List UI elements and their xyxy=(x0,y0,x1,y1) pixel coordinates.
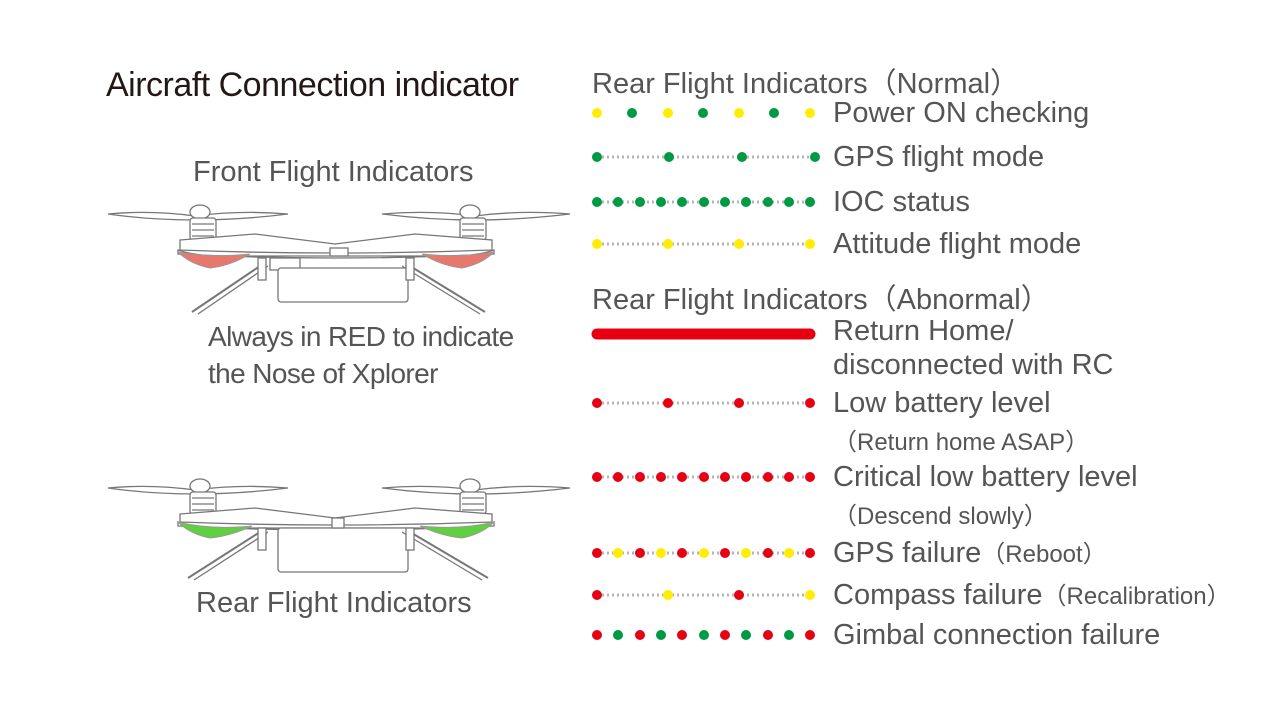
note-line-1: Always in RED to indicate xyxy=(208,321,514,352)
pattern-ioc-status xyxy=(592,197,815,207)
legend-row-gps-flight-mode: GPS flight mode xyxy=(590,140,1270,176)
legend-label: Gimbal connection failure xyxy=(833,619,1161,651)
rear-indicators-label: Rear Flight Indicators xyxy=(196,587,472,619)
front-right-light xyxy=(421,251,496,269)
legend-label-line-1: Return Home/ xyxy=(833,315,1014,347)
legend-label: Low battery level xyxy=(833,387,1051,419)
legend-label: GPS flight mode xyxy=(833,141,1045,173)
legend-note: （Recalibration） xyxy=(1042,583,1231,610)
rear-right-light xyxy=(419,521,496,539)
pattern-power-on xyxy=(592,108,815,118)
front-indicators-label: Front Flight Indicators xyxy=(193,156,474,188)
front-indicator-note: Always in RED to indicate the Nose of Xp… xyxy=(208,318,514,392)
legend-row-return-home: Return Home/ disconnected with RC xyxy=(590,314,1270,384)
pattern-critical-low-battery xyxy=(592,472,815,482)
legend-label: Compass failure（Recalibration） xyxy=(833,578,1231,614)
normal-section-title: Rear Flight Indicators（Normal） xyxy=(592,68,1020,100)
front-left-light xyxy=(176,251,251,269)
legend-label: Attitude flight mode xyxy=(833,228,1082,260)
pattern-gimbal-failure xyxy=(592,630,815,640)
pattern-gps-flight-mode xyxy=(592,152,820,162)
rear-drone-illustration xyxy=(107,478,571,581)
rear-left-light xyxy=(176,521,253,539)
legend-label: Critical low battery level xyxy=(833,461,1138,493)
legend-row-compass-failure: Compass failure（Recalibration） xyxy=(590,578,1270,614)
front-drone-illustration xyxy=(107,204,571,315)
pattern-low-battery xyxy=(592,398,815,408)
legend-label-line-2: disconnected with RC xyxy=(833,349,1114,381)
pattern-attitude-flight-mode xyxy=(592,239,815,249)
legend-label-text: GPS failure xyxy=(833,537,982,569)
legend-row-critical-low-battery: Critical low battery level （Descend slow… xyxy=(590,460,1270,530)
legend-sub-label: （Return home ASAP） xyxy=(833,429,1090,456)
legend-row-low-battery: Low battery level （Return home ASAP） xyxy=(590,386,1270,456)
legend-label-text: Compass failure xyxy=(833,579,1043,611)
legend-row-power-on: Power ON checking xyxy=(590,96,1270,132)
legend-label: Power ON checking xyxy=(833,97,1090,129)
legend-label: GPS failure（Reboot） xyxy=(833,536,1107,572)
legend-row-attitude-flight-mode: Attitude flight mode xyxy=(590,227,1270,263)
legend-sub-label: （Descend slowly） xyxy=(833,503,1048,530)
legend-note: （Reboot） xyxy=(981,541,1107,568)
legend-row-ioc-status: IOC status xyxy=(590,185,1270,221)
pattern-gps-failure xyxy=(592,548,815,558)
pattern-compass-failure xyxy=(592,590,815,600)
legend-label: IOC status xyxy=(833,186,970,218)
note-line-2: the Nose of Xplorer xyxy=(208,358,438,389)
legend-row-gps-failure: GPS failure（Reboot） xyxy=(590,536,1270,572)
abnormal-section-title: Rear Flight Indicators（Abnormal） xyxy=(592,284,1050,316)
pattern-return-home xyxy=(591,328,816,340)
legend-row-gimbal-failure: Gimbal connection failure xyxy=(590,618,1270,654)
diagram-title: Aircraft Connection indicator xyxy=(106,66,519,104)
